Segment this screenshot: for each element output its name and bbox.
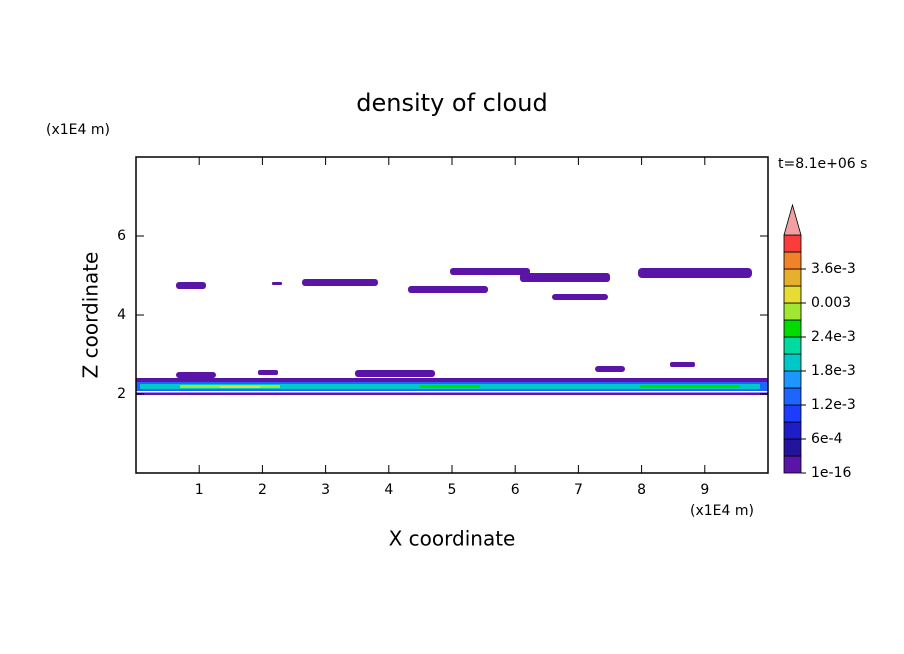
y-tick-label: 4 (117, 307, 126, 323)
colorbar-box (783, 251, 802, 270)
x-tick-label: 9 (700, 482, 709, 498)
x-tick-label: 6 (511, 482, 520, 498)
colorbar-label: 6e-4 (811, 431, 843, 447)
time-label: t=8.1e+06 s (778, 156, 867, 172)
colorbar-box (783, 387, 802, 406)
colorbar-box (783, 370, 802, 389)
x-tick-label: 2 (258, 482, 267, 498)
x-tick-label: 1 (195, 482, 204, 498)
y-tick-label: 6 (117, 228, 126, 244)
colorbar-box (783, 302, 802, 321)
colorbar-box (783, 336, 802, 355)
y-axis-label: Z coordinate (79, 252, 103, 379)
x-axis-label: X coordinate (389, 527, 516, 551)
x-tick-label: 8 (637, 482, 646, 498)
x-tick-label: 4 (384, 482, 393, 498)
x-unit: (x1E4 m) (690, 503, 754, 519)
cloud-field (136, 268, 768, 395)
colorbar-label: 1.8e-3 (811, 363, 856, 379)
plot-frame (135, 156, 769, 474)
chart-title: density of cloud (356, 89, 547, 117)
colorbar-box (783, 353, 802, 372)
colorbar-box (783, 234, 802, 253)
colorbar-label: 2.4e-3 (811, 329, 856, 345)
x-tick-label: 3 (321, 482, 330, 498)
colorbar-label: 3.6e-3 (811, 261, 856, 277)
x-tick-label: 5 (448, 482, 457, 498)
colorbar-box (783, 421, 802, 440)
colorbar-label: 0.003 (811, 295, 851, 311)
colorbar-box (783, 404, 802, 423)
colorbar-over (783, 203, 802, 236)
y-tick-label: 2 (117, 386, 126, 402)
colorbar-label: 1.2e-3 (811, 397, 856, 413)
colorbar-box (783, 455, 802, 474)
colorbar-label: 1e-16 (811, 465, 851, 481)
x-tick-label: 7 (574, 482, 583, 498)
colorbar-box (783, 319, 802, 338)
colorbar-box (783, 268, 802, 287)
y-unit: (x1E4 m) (46, 122, 110, 138)
colorbar-box (783, 438, 802, 457)
colorbar-box (783, 285, 802, 304)
